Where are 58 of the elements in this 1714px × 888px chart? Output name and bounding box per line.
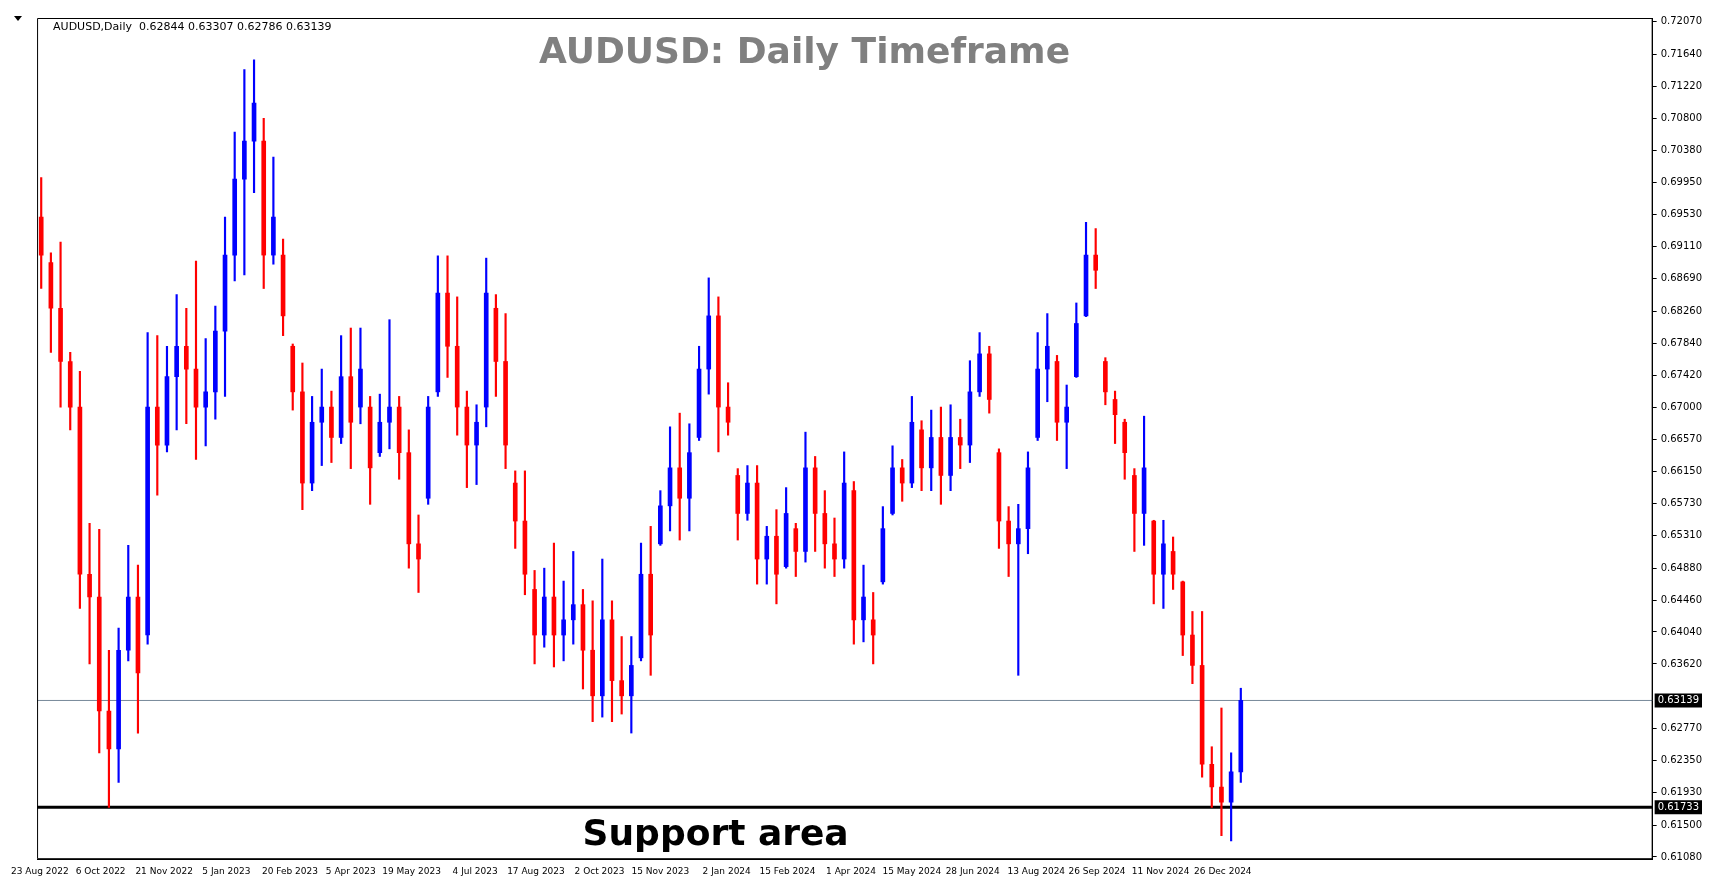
ref-line-label: 0.61733 bbox=[1657, 800, 1700, 812]
x-tick-label: 6 Oct 2022 bbox=[75, 865, 126, 876]
candlestick bbox=[416, 514, 421, 593]
candlestick bbox=[387, 319, 392, 450]
ref-line-label: 0.63139 bbox=[1657, 694, 1700, 706]
x-tick-label: 15 May 2024 bbox=[882, 865, 942, 876]
y-tick-label: 0.62770 bbox=[1660, 722, 1703, 734]
y-tick-label: 0.68260 bbox=[1660, 304, 1703, 316]
candlestick bbox=[58, 241, 63, 408]
x-tick-label: 28 Jun 2024 bbox=[945, 865, 1001, 876]
x-tick-label: 5 Apr 2023 bbox=[325, 865, 376, 876]
y-tick-label: 0.67420 bbox=[1660, 368, 1703, 380]
y-tick-label: 0.68690 bbox=[1660, 272, 1703, 284]
y-tick-label: 0.64040 bbox=[1660, 625, 1703, 637]
x-tick-label: 2 Jan 2024 bbox=[702, 865, 752, 876]
y-tick-label: 0.70380 bbox=[1660, 143, 1703, 155]
y-tick-label: 0.65730 bbox=[1660, 497, 1703, 509]
y-tick-label: 0.62350 bbox=[1660, 754, 1703, 766]
x-tick-label: 5 Jan 2023 bbox=[202, 865, 251, 876]
candlestick bbox=[861, 564, 866, 643]
x-tick-label: 17 Aug 2023 bbox=[507, 865, 565, 876]
annotation: AUDUSD,Daily 0.62844 0.63307 0.62786 0.63139 bbox=[53, 19, 332, 33]
y-tick-label: 0.69530 bbox=[1660, 208, 1703, 220]
y-tick-label: 0.71220 bbox=[1660, 79, 1703, 91]
y-tick-label: 0.67840 bbox=[1660, 336, 1703, 348]
y-tick-label: 0.61080 bbox=[1660, 850, 1703, 862]
y-tick-label: 0.70800 bbox=[1660, 111, 1703, 123]
y-tick-label: 0.72070 bbox=[1660, 15, 1703, 27]
candlestick bbox=[832, 517, 837, 577]
x-tick-label: 15 Nov 2023 bbox=[631, 865, 690, 876]
x-tick-label: 2 Oct 2023 bbox=[574, 865, 625, 876]
x-tick-label: 26 Dec 2024 bbox=[1194, 865, 1252, 876]
y-tick-label: 0.64460 bbox=[1660, 593, 1703, 605]
y-tick-label: 0.69110 bbox=[1660, 240, 1703, 252]
x-tick-label: 1 Apr 2024 bbox=[826, 865, 877, 876]
chart-title: AUDUSD: Daily Timeframe bbox=[538, 30, 1071, 72]
y-tick-label: 0.64880 bbox=[1660, 561, 1703, 573]
candlestick bbox=[1219, 707, 1224, 836]
annotation: Support area bbox=[582, 811, 849, 853]
x-tick-label: 26 Sep 2024 bbox=[1068, 865, 1126, 876]
y-tick-label: 0.66570 bbox=[1660, 433, 1703, 445]
candlestick bbox=[474, 404, 479, 485]
x-tick-label: 23 Aug 2022 bbox=[11, 865, 69, 876]
y-tick-label: 0.71640 bbox=[1660, 48, 1703, 60]
y-tick-label: 0.61930 bbox=[1660, 785, 1703, 797]
y-tick-label: 0.61500 bbox=[1660, 818, 1703, 830]
x-tick-label: 4 Jul 2023 bbox=[452, 865, 498, 876]
x-tick-label: 21 Nov 2022 bbox=[135, 865, 194, 876]
y-tick-label: 0.67000 bbox=[1660, 400, 1703, 412]
x-tick-label: 13 Aug 2024 bbox=[1007, 865, 1066, 876]
x-tick-label: 19 May 2023 bbox=[382, 865, 441, 876]
y-tick-label: 0.69950 bbox=[1660, 176, 1703, 188]
x-tick-label: 20 Feb 2023 bbox=[261, 865, 318, 876]
x-tick-label: 15 Feb 2024 bbox=[759, 865, 816, 876]
x-tick-label: 11 Nov 2024 bbox=[1131, 865, 1190, 876]
y-tick-label: 0.66150 bbox=[1660, 465, 1703, 477]
y-tick-label: 0.63620 bbox=[1660, 657, 1703, 669]
y-tick-label: 0.65310 bbox=[1660, 529, 1703, 541]
